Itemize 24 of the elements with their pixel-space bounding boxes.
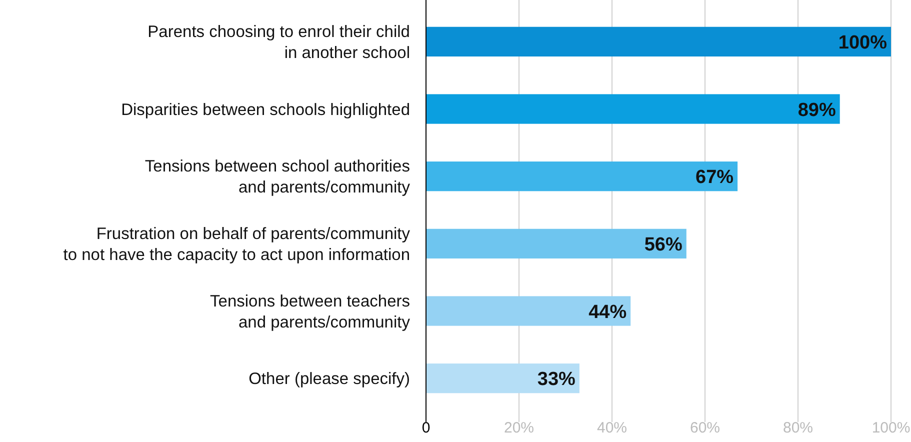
data-label: 100% xyxy=(838,32,888,54)
data-label: 33% xyxy=(537,369,576,390)
x-tick-label: 100% xyxy=(872,420,910,436)
data-label: 44% xyxy=(588,302,627,323)
x-tick-label: 20% xyxy=(504,420,534,436)
x-tick-label: 40% xyxy=(596,420,628,436)
data-label: 67% xyxy=(696,167,734,188)
bar xyxy=(426,228,686,258)
data-label: 56% xyxy=(644,234,683,256)
x-tick-label: 60% xyxy=(690,420,720,436)
y-tick-label: Tensions between teachers and parents/community xyxy=(210,292,411,332)
bar xyxy=(426,296,631,326)
bar xyxy=(426,26,891,56)
bar xyxy=(426,162,738,192)
data-label: 89% xyxy=(798,100,836,121)
y-tick-label: Other (please specify) xyxy=(248,370,410,388)
x-tick-label: 80% xyxy=(782,420,814,436)
y-tick-label: Frustration on behalf of parents/community to not have the capacity to act upon information xyxy=(63,224,411,264)
x-tick-label: 0 xyxy=(422,420,430,436)
y-tick-label: Disparities between schools highlighted xyxy=(121,100,410,119)
bar xyxy=(426,364,580,394)
y-tick-label: Tensions between school authorities and parents/community xyxy=(144,158,411,197)
y-tick-label: Parents choosing to enrol their child in another school xyxy=(148,22,410,62)
bar xyxy=(426,94,840,124)
